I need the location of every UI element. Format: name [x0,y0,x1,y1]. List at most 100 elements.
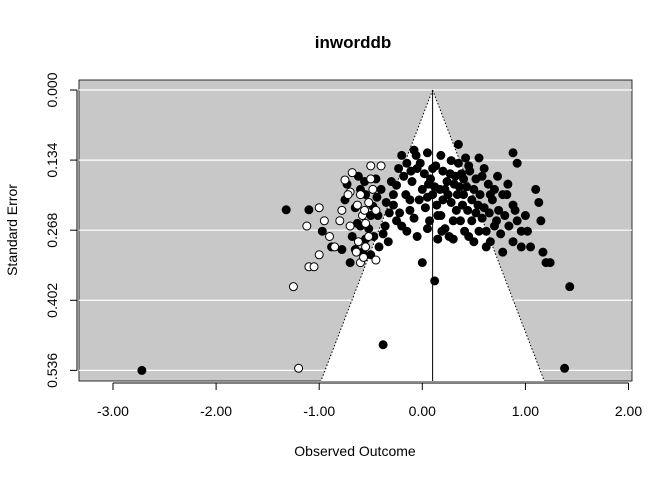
y-tick-label: 0.402 [44,283,60,318]
study-point [402,226,412,236]
study-point [496,229,506,239]
study-point [467,216,477,226]
study-point [449,179,459,189]
imputed-point [335,216,345,226]
study-point [378,340,388,350]
study-point [462,182,472,192]
study-point [531,184,541,194]
study-point [446,197,456,207]
study-point [459,190,469,200]
study-point [474,226,484,236]
study-point [395,208,405,218]
imputed-point [371,255,381,265]
study-point [317,226,327,236]
study-point [479,163,489,173]
imputed-point [352,200,362,210]
imputed-point [376,161,386,171]
study-point [420,203,430,213]
study-point [536,216,546,226]
study-point [460,226,470,236]
study-point [463,205,473,215]
study-point [469,237,479,247]
study-point [475,190,485,200]
imputed-point [368,184,378,194]
study-point [304,205,314,215]
funnel-right-edge [432,89,545,382]
study-point [378,229,388,239]
study-point [471,208,481,218]
study-point [503,179,513,189]
y-axis-label: Standard Error [4,184,20,276]
study-point [380,221,390,231]
imputed-point [288,282,298,292]
study-point [347,231,357,241]
imputed-point [330,242,340,252]
imputed-point [314,250,324,260]
study-point [474,153,484,163]
imputed-point [355,190,365,200]
imputed-point [337,205,347,215]
study-point [402,158,412,168]
x-axis-label: Observed Outcome [294,443,416,459]
funnel-left-edge [320,89,434,382]
study-point [438,195,448,205]
study-point [384,208,394,218]
study-point [399,171,409,181]
study-point [565,282,575,292]
study-point [405,205,415,215]
study-point [445,169,455,179]
study-point [422,192,432,202]
x-tick-label: -3.00 [97,403,129,419]
funnel-edges [320,89,545,382]
study-point [504,221,514,231]
study-point [386,177,396,187]
study-point [512,158,522,168]
study-point [437,226,447,236]
imputed-point [353,237,363,247]
imputed-point [359,252,369,262]
data-points [137,139,575,375]
study-point [392,216,402,226]
study-point [493,171,503,181]
study-point [374,242,384,252]
study-point [426,174,436,184]
imputed-point [345,221,355,231]
x-tick-label: 0.00 [409,403,436,419]
imputed-point [343,190,353,200]
study-point [560,363,570,373]
study-point [412,163,422,173]
x-axis: -3.00 -2.00 -1.00 0.00 1.00 2.00 [97,382,642,419]
study-point [417,258,427,268]
study-point [419,169,429,179]
study-point [409,213,419,223]
study-point [394,163,404,173]
study-point [485,190,495,200]
study-point [453,158,463,168]
study-point [453,139,463,149]
study-point [510,205,520,215]
study-point [422,148,432,158]
study-point [433,234,443,244]
study-point [498,247,508,257]
imputed-point [319,216,329,226]
imputed-point [340,175,350,185]
study-point [461,153,471,163]
study-point [545,258,555,268]
x-tick-label: 1.00 [512,403,539,419]
study-point [451,205,461,215]
study-point [494,205,504,215]
imputed-point [364,197,374,207]
chart-title: inworddb [315,33,391,52]
study-point [433,211,443,221]
imputed-point [361,242,371,252]
study-point [464,161,474,171]
study-point [500,211,510,221]
x-tick-label: -1.00 [303,403,335,419]
study-point [526,242,536,252]
study-point [522,226,532,236]
study-point [405,195,415,205]
study-point [502,190,512,200]
study-point [425,216,435,226]
y-axis: 0.000 0.134 0.268 0.402 0.536 [44,72,78,388]
study-point [414,195,424,205]
